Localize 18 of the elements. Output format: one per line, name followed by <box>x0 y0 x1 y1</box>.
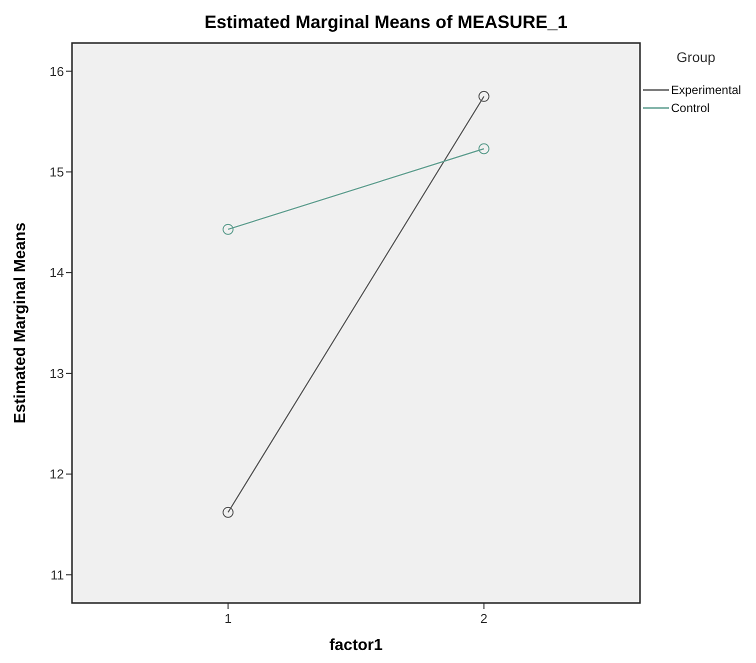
y-tick-label: 14 <box>50 265 64 280</box>
point <box>222 224 234 235</box>
point <box>222 506 234 518</box>
x-tick-label: 2 <box>480 611 488 626</box>
legend-title: Group <box>676 49 716 65</box>
chart-title: Estimated Marginal Means of MEASURE_1 <box>204 12 568 32</box>
x-tick-label: 1 <box>224 611 232 626</box>
y-tick-label: 13 <box>50 366 64 381</box>
y-tick-label: 11 <box>50 567 64 582</box>
legend-label: Control <box>671 101 710 116</box>
y-axis-title: Estimated Marginal Means <box>12 222 29 424</box>
point <box>478 90 490 102</box>
legend-label: Experimental <box>671 83 742 98</box>
y-tick-label: 15 <box>50 164 64 180</box>
x-axis-title: factor1 <box>329 637 383 654</box>
point <box>478 143 490 154</box>
y-tick-label: 12 <box>50 466 64 482</box>
y-tick-label: 16 <box>50 64 64 79</box>
